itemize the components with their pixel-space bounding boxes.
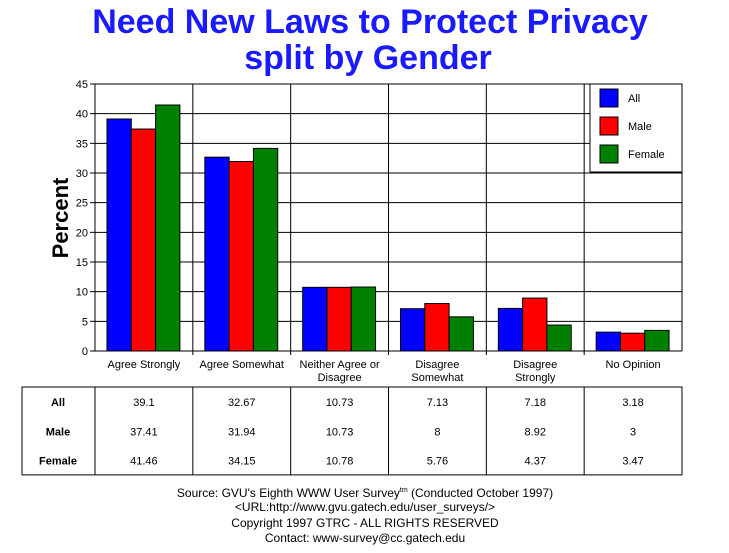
footer-source-text: Source: GVU's Eighth WWW User Survey <box>177 486 400 500</box>
table-cell: 4.37 <box>525 456 546 468</box>
bar-all <box>595 331 621 352</box>
footer-copyright: Copyright 1997 GTRC - ALL RIGHTS RESERVE… <box>231 516 499 530</box>
table-cell: 41.46 <box>130 456 158 468</box>
y-tick-label: 10 <box>76 287 88 299</box>
table-cell: 5.76 <box>427 456 448 468</box>
legend-swatch-female <box>599 144 619 164</box>
table-cell: 10.73 <box>326 426 354 438</box>
table-row-label: Male <box>46 426 70 438</box>
category-label: Disagree <box>415 359 459 371</box>
legend-label-all: All <box>628 93 640 105</box>
footer: Source: GVU's Eighth WWW User Surveytm (… <box>177 486 553 545</box>
footer-source: Source: GVU's Eighth WWW User Surveytm (… <box>177 486 553 500</box>
table-cell: 39.1 <box>133 397 154 409</box>
table-cell: 37.41 <box>130 426 158 438</box>
bar-all <box>106 118 132 352</box>
y-tick-label: 45 <box>76 79 88 91</box>
table-cell: 7.18 <box>525 397 546 409</box>
bar-female <box>546 324 572 352</box>
y-tick-label: 15 <box>76 257 88 269</box>
table-cell: 3 <box>630 426 636 438</box>
legend-swatch-all <box>599 88 619 108</box>
bar-female <box>350 286 377 352</box>
table-cell: 32.67 <box>228 397 256 409</box>
y-tick-label: 5 <box>82 316 88 328</box>
table-cell: 10.78 <box>326 456 354 468</box>
table-cell: 8.92 <box>525 426 546 438</box>
bar-male <box>228 160 254 352</box>
table-cell: 3.47 <box>622 456 643 468</box>
bar-all <box>497 307 524 352</box>
category-label: Strongly <box>515 372 556 384</box>
y-tick-label: 40 <box>76 109 88 121</box>
footer-contact: Contact: www-survey@cc.gatech.edu <box>265 531 465 545</box>
y-tick-label: 35 <box>76 138 88 150</box>
legend-label-female: Female <box>628 149 665 161</box>
category-label: Agree Somewhat <box>200 359 284 371</box>
bar-male <box>326 286 352 352</box>
category-label: No Opinion <box>606 359 661 371</box>
bar-female <box>448 316 474 352</box>
y-axis-label: Percent <box>48 177 73 258</box>
y-tick-label: 30 <box>76 168 88 180</box>
footer-tm: tm <box>400 487 408 494</box>
table-cell: 3.18 <box>622 397 643 409</box>
bar-male <box>522 297 548 352</box>
legend-label-male: Male <box>628 121 652 133</box>
bar-female <box>155 104 181 352</box>
legend: All Male Female <box>589 83 683 173</box>
bar-female <box>252 147 279 352</box>
category-label: Neither Agree or <box>300 359 380 371</box>
bar-male <box>130 128 157 352</box>
category-label: Disagree <box>513 359 557 371</box>
chart-subtitle: split by Gender <box>244 39 492 77</box>
chart-title: Need New Laws to Protect Privacy <box>92 3 648 41</box>
bar-all <box>204 156 230 352</box>
y-tick-label: 20 <box>76 227 88 239</box>
bar-male <box>619 332 646 352</box>
legend-swatch-male <box>599 116 619 136</box>
bar-female <box>644 329 670 352</box>
table-cell: 34.15 <box>228 456 256 468</box>
category-label: Disagree <box>318 372 362 384</box>
bar-male <box>424 303 450 352</box>
table-row-label: Female <box>39 456 77 468</box>
table-row-label: All <box>51 397 65 409</box>
y-tick-label: 0 <box>82 346 88 358</box>
bar-all <box>400 308 426 352</box>
table-cell: 10.73 <box>326 397 354 409</box>
category-label: Somewhat <box>411 372 463 384</box>
bar-all <box>302 286 328 352</box>
table-cell: 7.13 <box>427 397 448 409</box>
table-cell: 31.94 <box>228 426 256 438</box>
y-tick-label: 25 <box>76 198 88 210</box>
category-label: Agree Strongly <box>108 359 181 371</box>
footer-conducted: (Conducted October 1997) <box>408 486 553 500</box>
table-cell: 8 <box>434 426 440 438</box>
footer-url: <URL:http://www.gvu.gatech.edu/user_surv… <box>235 500 495 514</box>
